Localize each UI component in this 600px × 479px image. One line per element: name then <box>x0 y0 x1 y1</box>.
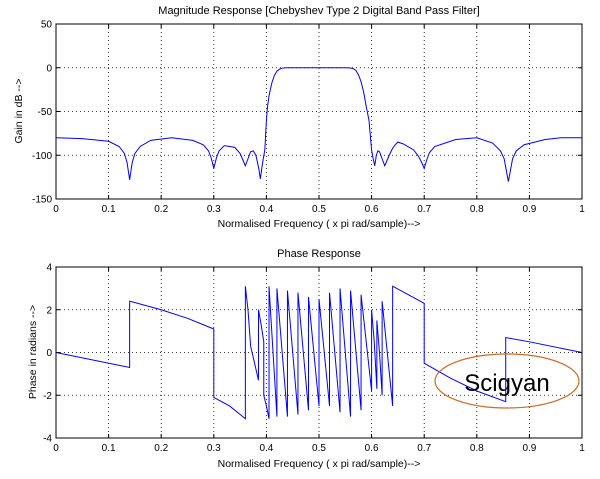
magnitude-xlabel: Normalised Frequency ( x pi rad/sample)-… <box>218 218 421 230</box>
magnitude-xtick-label: 0.7 <box>417 204 431 215</box>
phase-ytick-label: 2 <box>46 305 52 316</box>
magnitude-ytick-label: -50 <box>38 107 53 118</box>
magnitude-xtick-label: 0.9 <box>522 204 536 215</box>
magnitude-xtick-label: 0.1 <box>102 204 116 215</box>
phase-ytick-label: 0 <box>46 348 52 359</box>
phase-tick-labels: 0 0.1 0.2 0.3 0.4 0.5 0.6 0.7 0.8 0.9 1 -4 -2 0 2 4 <box>43 263 585 455</box>
phase-ytick-label: -4 <box>43 434 52 445</box>
magnitude-xtick-label: 0.2 <box>154 204 168 215</box>
magnitude-title: Magnitude Response [Chebyshev Type 2 Dig… <box>158 5 479 17</box>
phase-ylabel: Phase in radians --> <box>27 305 39 399</box>
phase-xtick-label: 0.6 <box>365 443 379 454</box>
magnitude-xtick-label: 0.3 <box>207 204 221 215</box>
watermark-text: Scigyan <box>464 370 549 397</box>
magnitude-xtick-label: 0.5 <box>312 204 326 215</box>
magnitude-xtick-label: 0.8 <box>470 204 484 215</box>
magnitude-grid <box>56 24 582 199</box>
magnitude-ytick-label: 50 <box>41 20 53 31</box>
phase-plot: Phase Response 0 0.1 0.2 0.3 0.4 0.5 0.6 0.7 0.8… <box>27 248 585 470</box>
magnitude-tick-labels: 0 0.1 0.2 0.3 0.4 0.5 0.6 0.7 0.8 0.9 1 -150 -100 -50… <box>32 20 585 216</box>
phase-axes-box <box>55 266 583 439</box>
phase-xtick-label: 0.1 <box>102 443 116 454</box>
magnitude-xtick-label: 0 <box>53 204 59 215</box>
magnitude-ytick-label: -150 <box>32 195 52 206</box>
magnitude-ytick-label: 0 <box>46 63 52 74</box>
magnitude-plot: Magnitude Response [Chebyshev Type 2 Dig… <box>13 5 585 230</box>
watermark: Scigyan <box>434 353 580 409</box>
phase-grid <box>56 267 582 438</box>
phase-ytick-label: 4 <box>46 263 52 274</box>
magnitude-xtick-label: 0.4 <box>259 204 273 215</box>
magnitude-axes-box <box>55 23 583 200</box>
phase-xtick-label: 0.2 <box>154 443 168 454</box>
phase-series-line <box>55 285 583 420</box>
phase-xtick-label: 0.5 <box>312 443 326 454</box>
phase-xlabel: Normalised Frequency ( x pi rad/sample)-… <box>218 458 421 470</box>
phase-xtick-label: 1 <box>579 443 585 454</box>
watermark-ellipse <box>434 353 580 409</box>
magnitude-ytick-label: -100 <box>32 151 52 162</box>
magnitude-series-line <box>55 67 582 182</box>
magnitude-xtick-label: 1 <box>579 204 585 215</box>
phase-xtick-label: 0.8 <box>470 443 484 454</box>
phase-ytick-label: -2 <box>43 391 52 402</box>
phase-xtick-label: 0.7 <box>417 443 431 454</box>
phase-xtick-label: 0.9 <box>522 443 536 454</box>
phase-title: Phase Response <box>277 248 361 260</box>
phase-xtick-label: 0.4 <box>259 443 273 454</box>
magnitude-ylabel: Gain in dB --> <box>13 78 25 143</box>
phase-xtick-label: 0 <box>53 443 59 454</box>
phase-xtick-label: 0.3 <box>207 443 221 454</box>
magnitude-xtick-label: 0.6 <box>365 204 379 215</box>
